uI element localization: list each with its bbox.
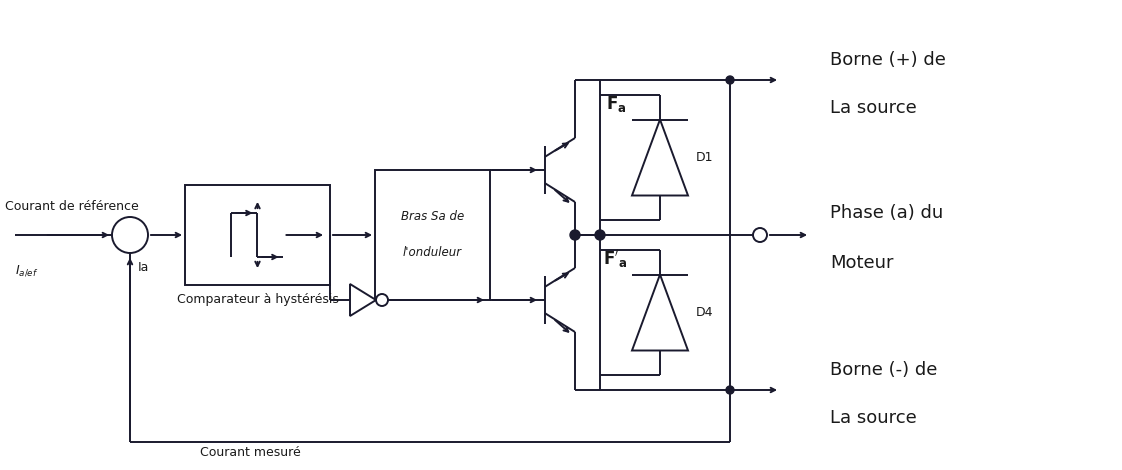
Text: D4: D4: [696, 306, 714, 319]
Text: Phase (a) du: Phase (a) du: [830, 204, 944, 222]
Text: $I_{a/ef}$: $I_{a/ef}$: [15, 263, 38, 278]
Circle shape: [726, 76, 734, 84]
Text: Bras Sa de: Bras Sa de: [401, 211, 465, 224]
Text: +: +: [123, 225, 132, 235]
Circle shape: [112, 217, 148, 253]
Text: La source: La source: [830, 99, 917, 117]
Text: $\mathbf{F'_a}$: $\mathbf{F'_a}$: [603, 248, 627, 269]
Circle shape: [376, 294, 388, 306]
Text: l'onduleur: l'onduleur: [403, 246, 462, 259]
Text: Ia: Ia: [138, 261, 149, 274]
Text: La source: La source: [830, 409, 917, 427]
Text: Courant mesuré: Courant mesuré: [200, 446, 301, 459]
Text: Borne (-) de: Borne (-) de: [830, 361, 937, 379]
Bar: [375, 170, 490, 300]
Circle shape: [570, 230, 580, 240]
Text: Moteur: Moteur: [830, 254, 893, 272]
Bar: [185, 185, 330, 285]
Text: Borne (+) de: Borne (+) de: [830, 51, 946, 69]
Circle shape: [753, 228, 767, 242]
Text: $\mathbf{F_a}$: $\mathbf{F_a}$: [607, 94, 627, 115]
Text: -: -: [130, 237, 135, 248]
Text: Courant de référence: Courant de référence: [6, 200, 139, 213]
Circle shape: [595, 230, 605, 240]
Circle shape: [726, 386, 734, 394]
Text: D1: D1: [696, 151, 714, 164]
Text: Comparateur à hystérésis: Comparateur à hystérésis: [176, 293, 339, 306]
